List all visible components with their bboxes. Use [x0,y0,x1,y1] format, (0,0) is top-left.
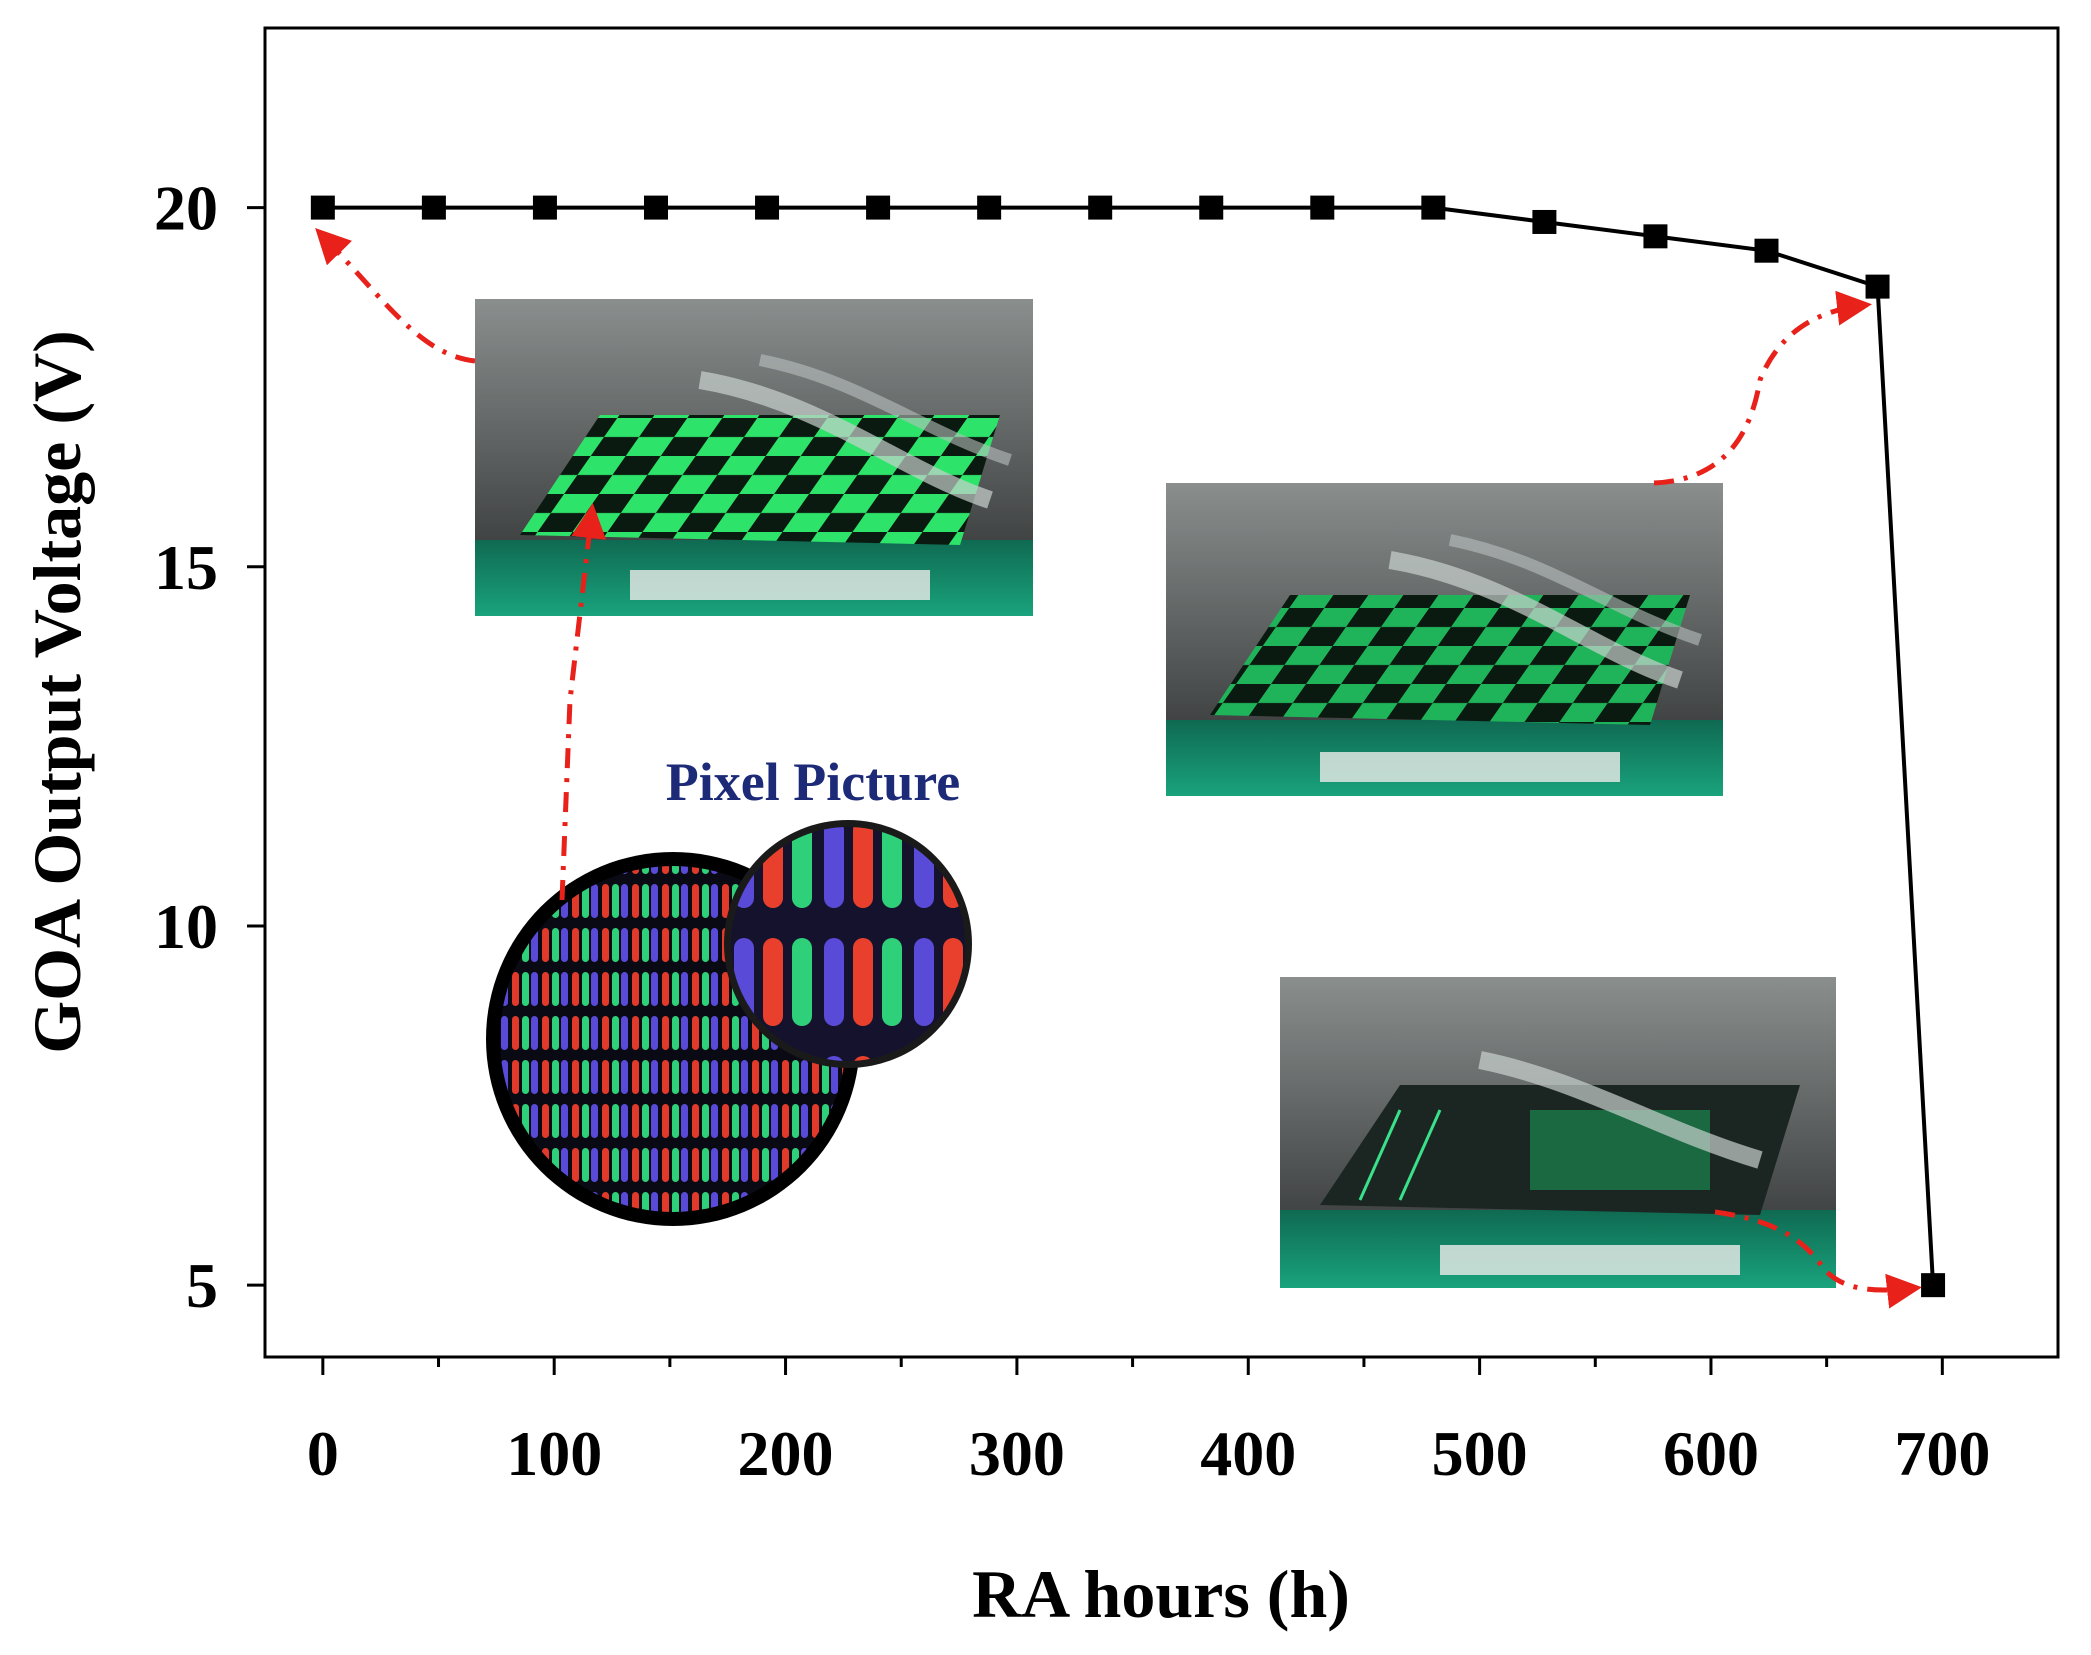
x-axis-label: RA hours (h) [972,1556,1350,1632]
data-point-0-14 [1865,274,1890,299]
arrow-to-final-point [1714,1209,1922,1309]
pixel-picture-label: Pixel Picture [666,752,960,812]
annotation-arrows [315,227,1922,1309]
x-tick-label-0: 0 [307,1418,339,1489]
y-tick-label-1: 10 [154,891,218,962]
y-tick-label-3: 20 [154,173,218,244]
inset-photo-failed [1280,977,1836,1288]
data-series [310,195,1946,1298]
data-point-0-2 [532,195,557,220]
data-point-0-5 [866,195,891,220]
series-line-0 [322,205,1936,1286]
inset-photo-initial [475,299,1033,616]
inset-photo-middle [1166,483,1723,796]
y-tick-label-2: 15 [154,532,218,603]
y-tick-label-0: 5 [186,1250,218,1321]
data-point-0-0 [310,195,335,220]
x-tick-label-3: 300 [969,1418,1065,1489]
data-point-0-8 [1199,195,1224,220]
y-axis-label: GOA Output Voltage (V) [19,330,95,1054]
data-point-0-10 [1421,195,1446,220]
data-point-0-11 [1532,209,1557,234]
data-point-0-9 [1310,195,1335,220]
x-tick-label-6: 600 [1663,1418,1759,1489]
data-point-0-12 [1643,224,1668,249]
data-point-0-6 [977,195,1002,220]
data-point-0-13 [1754,238,1779,263]
plot-area-border [263,26,2060,1359]
data-point-0-7 [1088,195,1113,220]
x-tick-label-5: 500 [1432,1418,1528,1489]
data-point-0-1 [421,195,446,220]
data-point-0-15 [1921,1273,1946,1298]
x-tick-label-7: 700 [1894,1418,1990,1489]
axis-tick-labels: 0 100 200 300 400 500 600 700 5 10 15 20 [154,173,1990,1489]
data-point-0-4 [755,195,780,220]
x-tick-label-4: 400 [1200,1418,1296,1489]
axis-ticks [247,206,1944,1375]
plot-frame [263,26,2060,1359]
x-tick-label-1: 100 [506,1418,602,1489]
x-tick-label-2: 200 [738,1418,834,1489]
data-point-0-3 [643,195,668,220]
arrow-pixel-to-photo [559,503,607,901]
inset-pixel-circle [486,820,972,1226]
arrow-to-drop-point [1653,290,1872,486]
arrow-to-initial-point [315,227,476,364]
